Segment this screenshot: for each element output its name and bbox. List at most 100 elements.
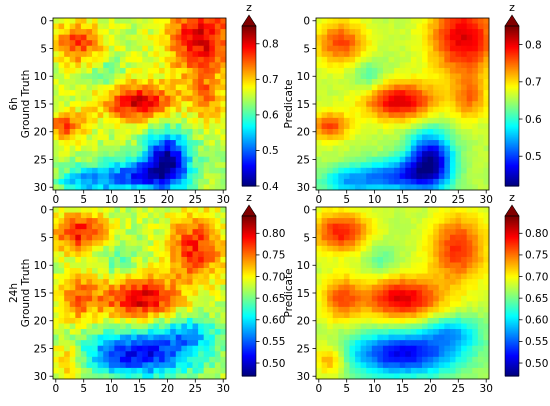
heatmap-cell bbox=[114, 279, 121, 286]
heatmap-cell bbox=[321, 290, 328, 297]
heatmap-cell bbox=[399, 273, 406, 280]
heatmap-cell bbox=[108, 145, 115, 152]
heatmap-cell bbox=[338, 284, 345, 291]
colorbar-segment bbox=[242, 276, 256, 279]
heatmap-cell bbox=[455, 245, 462, 252]
heatmap-cell bbox=[103, 34, 110, 41]
heatmap-cell bbox=[455, 251, 462, 258]
heatmap-cell bbox=[92, 334, 99, 341]
heatmap-cell bbox=[388, 317, 395, 324]
heatmap-cell bbox=[142, 251, 149, 258]
heatmap-cell bbox=[131, 40, 138, 47]
heatmap-cell bbox=[214, 234, 221, 241]
colorbar-segment bbox=[505, 254, 519, 257]
heatmap-cell bbox=[316, 212, 322, 219]
heatmap-cell bbox=[399, 223, 406, 230]
heatmap-cell bbox=[58, 268, 65, 274]
heatmap-cell bbox=[349, 128, 356, 135]
heatmap-cell bbox=[181, 29, 188, 36]
heatmap-cell bbox=[69, 128, 76, 135]
heatmap-cell bbox=[455, 145, 462, 152]
heatmap-cell bbox=[466, 18, 473, 24]
heatmap-cell bbox=[186, 245, 193, 252]
heatmap-cell bbox=[327, 167, 334, 174]
heatmap-cell bbox=[477, 178, 484, 185]
heatmap-cell bbox=[159, 56, 166, 63]
heatmap-cell bbox=[142, 351, 149, 358]
heatmap-cell bbox=[198, 218, 205, 225]
heatmap-cell bbox=[343, 323, 350, 330]
heatmap-cell bbox=[209, 362, 216, 369]
heatmap-cell bbox=[427, 67, 434, 74]
heatmap-cell bbox=[125, 312, 132, 319]
heatmap-cell bbox=[316, 51, 322, 58]
heatmap-cell bbox=[349, 323, 356, 330]
heatmap-cell bbox=[438, 229, 445, 236]
heatmap-cell bbox=[203, 223, 210, 230]
heatmap-cell bbox=[203, 306, 210, 313]
heatmap-cell bbox=[483, 90, 490, 97]
heatmap-cell bbox=[332, 251, 339, 258]
heatmap-cell bbox=[332, 262, 339, 269]
heatmap-cell bbox=[427, 329, 434, 336]
heatmap-cell bbox=[153, 51, 160, 58]
colorbar-segment bbox=[242, 320, 256, 323]
heatmap-cell bbox=[422, 245, 429, 252]
heatmap-cell bbox=[198, 284, 205, 291]
heatmap-cell bbox=[103, 262, 110, 269]
colorbar-segment bbox=[242, 248, 256, 251]
heatmap-cell bbox=[355, 312, 362, 319]
heatmap-cell bbox=[371, 156, 378, 163]
colorbar-segment bbox=[505, 34, 519, 37]
heatmap-cell bbox=[472, 212, 479, 219]
heatmap-cell bbox=[377, 362, 384, 369]
colorbar-segment bbox=[505, 60, 519, 63]
heatmap-cell bbox=[58, 329, 65, 336]
heatmap-cell bbox=[461, 218, 468, 225]
heatmap-cell bbox=[338, 156, 345, 163]
heatmap-cell bbox=[455, 184, 462, 191]
heatmap-cell bbox=[461, 62, 468, 69]
heatmap-cell bbox=[438, 284, 445, 291]
heatmap-cell bbox=[394, 84, 401, 91]
heatmap-cell bbox=[220, 95, 227, 102]
heatmap-cell bbox=[466, 245, 473, 252]
heatmap-cell bbox=[477, 317, 484, 324]
heatmap-cell bbox=[427, 34, 434, 41]
heatmap-cell bbox=[343, 101, 350, 108]
heatmap-cell bbox=[198, 178, 205, 185]
colorbar-tick-label: 0.5 bbox=[262, 145, 279, 157]
heatmap-cell bbox=[119, 67, 126, 74]
heatmap-cell bbox=[170, 117, 177, 124]
heatmap-cell bbox=[483, 306, 490, 313]
heatmap-cell bbox=[220, 340, 227, 347]
heatmap-cell bbox=[444, 51, 451, 58]
heatmap-cell bbox=[114, 156, 121, 163]
heatmap-cell bbox=[371, 128, 378, 135]
colorbar-segment bbox=[242, 300, 256, 303]
heatmap-cell bbox=[461, 134, 468, 141]
heatmap-cell bbox=[477, 273, 484, 280]
colorbar-segment bbox=[505, 128, 519, 131]
heatmap-cell bbox=[159, 223, 166, 230]
heatmap-cell bbox=[108, 134, 115, 141]
heatmap-cell bbox=[170, 262, 177, 269]
heatmap-cell bbox=[80, 229, 87, 236]
heatmap-cell bbox=[209, 301, 216, 308]
heatmap-cell bbox=[422, 29, 429, 36]
y-tick-label: 15 bbox=[297, 288, 310, 300]
heatmap-cell bbox=[114, 351, 121, 358]
heatmap-cell bbox=[192, 106, 199, 113]
heatmap-cell bbox=[192, 134, 199, 141]
heatmap-cell bbox=[103, 301, 110, 308]
heatmap-cell bbox=[327, 207, 334, 213]
heatmap-cell bbox=[449, 345, 456, 352]
heatmap-cell bbox=[142, 23, 149, 30]
heatmap-cell bbox=[198, 84, 205, 91]
heatmap-cell bbox=[366, 79, 373, 85]
heatmap-cell bbox=[444, 212, 451, 219]
heatmap-cell bbox=[416, 218, 423, 225]
colorbar-segment bbox=[242, 218, 256, 221]
heatmap-cell bbox=[349, 345, 356, 352]
